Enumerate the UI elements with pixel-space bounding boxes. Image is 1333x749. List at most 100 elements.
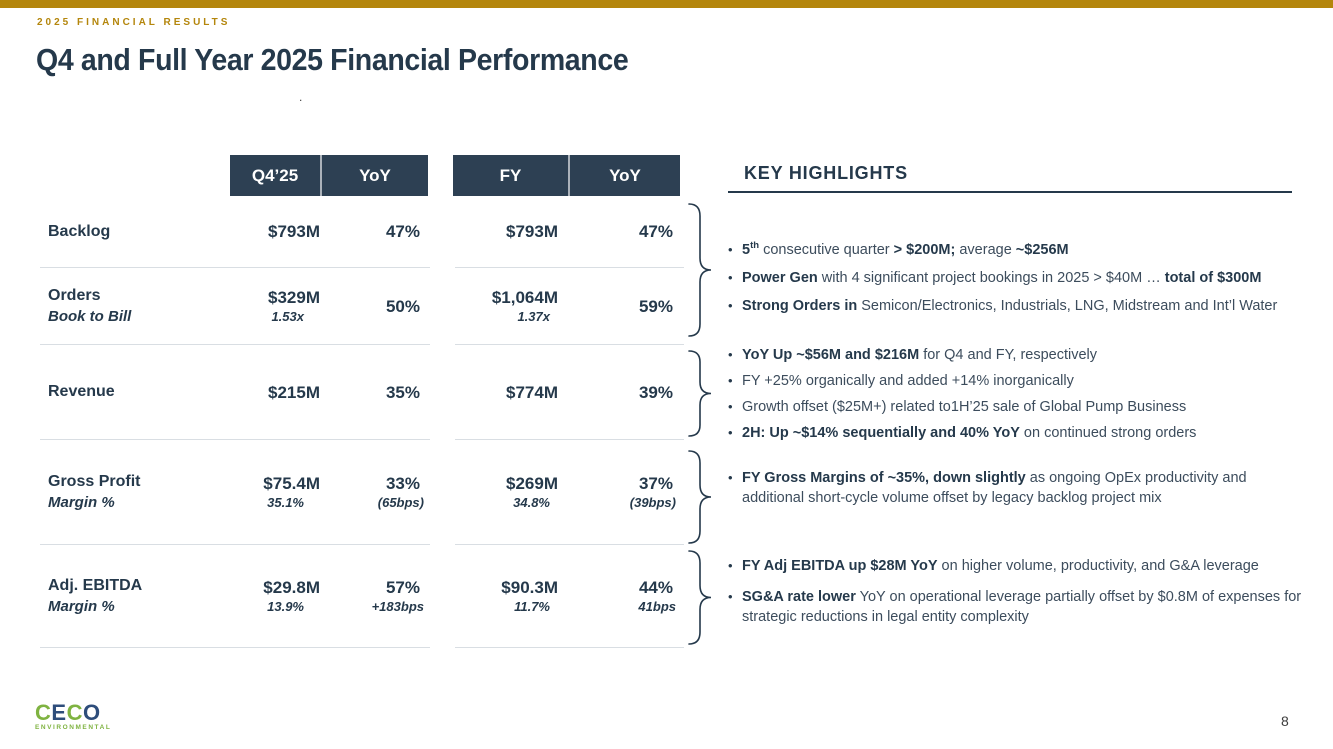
- q4-value-cell: $75.4M 35.1%: [230, 440, 320, 544]
- value-text: $793M: [268, 222, 320, 241]
- row-left-section: Orders Book to Bill $329M 1.53x 50%: [40, 268, 430, 345]
- subvalue-text: +183bps: [371, 599, 424, 614]
- ceco-logo: CECO ENVIRONMENTAL: [35, 701, 111, 731]
- value-text: $1,064M: [491, 288, 558, 307]
- header-fy-yoy: YoY: [568, 155, 680, 196]
- bullet-segment: FY Gross Margins of ~35%, down slightly: [742, 470, 1026, 486]
- fy-value-cell: $793M: [455, 196, 570, 267]
- q4-value-cell: $29.8M 13.9%: [230, 545, 320, 647]
- bullet-segment: Strong Orders in: [742, 298, 858, 314]
- table-column-gap: [430, 268, 455, 345]
- table-row: Adj. EBITDA Margin % $29.8M 13.9% 57% +183bps…: [40, 545, 684, 648]
- bullet-segment: YoY Up ~$56M and $216M: [742, 347, 920, 363]
- highlight-group-2: • YoY Up ~$56M and $216M for Q4 and FY, r…: [728, 345, 1328, 449]
- row-right-section: $774M 39%: [455, 345, 684, 440]
- logo-letter: O: [82, 700, 101, 725]
- header-spacer: [40, 155, 230, 196]
- bullet-segment: FY +25% organically and added +14% inorg…: [742, 373, 1074, 389]
- table-column-gap: [430, 440, 455, 545]
- bullet-text: Power Gen with 4 significant project boo…: [742, 268, 1261, 288]
- header-gap: [428, 155, 453, 196]
- bullet-dot-icon: •: [728, 589, 733, 604]
- table-row: Gross Profit Margin % $75.4M 35.1% 33% (65bps…: [40, 440, 684, 545]
- table-column-gap: [430, 196, 455, 268]
- bullet-dot-icon: •: [728, 399, 733, 414]
- row-left-section: Revenue $215M 35%: [40, 345, 430, 440]
- subvalue-text: 34.8%: [513, 495, 550, 510]
- bullet-segment: Growth offset ($25M+) related to1H’25 sa…: [742, 399, 1187, 415]
- bullet-segment: consecutive quarter: [759, 242, 894, 258]
- bullet-text: FY Gross Margins of ~35%, down slightly …: [742, 468, 1303, 508]
- value-text: 33%: [385, 474, 420, 493]
- highlight-group-1: • 5th consecutive quarter > $200M; averag…: [728, 240, 1328, 324]
- metric-label: Orders: [48, 287, 101, 304]
- highlight-bullet: • SG&A rate lower YoY on operational leve…: [728, 587, 1303, 627]
- highlight-bullet: • Strong Orders in Semicon/Electronics, I…: [728, 296, 1328, 316]
- metric-sublabel: Book to Bill: [48, 308, 132, 325]
- bullet-segment: SG&A rate lower: [742, 589, 856, 605]
- bullet-text: SG&A rate lower YoY on operational lever…: [742, 587, 1303, 627]
- metric-label-cell: Backlog: [40, 196, 230, 267]
- bullet-text: 5th consecutive quarter > $200M; average…: [742, 240, 1069, 260]
- highlight-bullet: • FY +25% organically and added +14% inor…: [728, 371, 1328, 391]
- metric-label: Gross Profit: [48, 473, 141, 490]
- subvalue-text: 11.7%: [514, 599, 550, 614]
- value-text: 39%: [638, 382, 673, 402]
- bullet-segment: Power Gen: [742, 270, 818, 286]
- q4-yoy-cell: 57% +183bps: [320, 545, 430, 647]
- metric-label: Backlog: [48, 222, 111, 240]
- page-number: 8: [1281, 713, 1289, 729]
- highlight-bullet: • YoY Up ~$56M and $216M for Q4 and FY, r…: [728, 345, 1328, 365]
- stray-period-mark: .: [299, 90, 303, 104]
- q4-header-block: Q4’25 YoY: [230, 155, 428, 196]
- metric-label-cell: Gross Profit Margin %: [40, 440, 230, 544]
- key-highlights-underline: [728, 191, 1292, 193]
- fy-value-cell: $1,064M 1.37x: [455, 268, 570, 344]
- header-q4: Q4’25: [251, 165, 299, 185]
- table-row: Orders Book to Bill $329M 1.53x 50% $1,064M 1.…: [40, 268, 684, 345]
- header-fy: FY: [499, 165, 522, 185]
- bullet-dot-icon: •: [728, 373, 733, 388]
- metric-label-cell: Revenue: [40, 345, 230, 439]
- fy-value-cell: $774M: [455, 345, 570, 439]
- value-text: 44%: [638, 578, 673, 597]
- bullet-segment: total of $300M: [1164, 270, 1262, 286]
- bullet-dot-icon: •: [728, 470, 733, 485]
- value-text: $793M: [506, 222, 558, 241]
- row-right-section: $793M 47%: [455, 196, 684, 268]
- bullet-segment: FY Adj EBITDA up $28M YoY: [742, 558, 938, 574]
- value-text: 50%: [385, 296, 420, 316]
- value-text: $774M: [506, 382, 558, 402]
- highlight-bullet: • FY Adj EBITDA up $28M YoY on higher vol…: [728, 556, 1303, 576]
- bullet-dot-icon: •: [728, 425, 733, 440]
- fy-yoy-cell: 44% 41bps: [570, 545, 684, 647]
- fy-yoy-cell: 39%: [570, 345, 684, 439]
- row-left-section: Backlog $793M 47%: [40, 196, 430, 268]
- bullet-segment: Semicon/Electronics, Industrials, LNG, M…: [857, 298, 1278, 314]
- key-highlights-heading: KEY HIGHLIGHTS: [744, 163, 908, 183]
- value-text: 47%: [385, 222, 420, 241]
- bullet-segment: ~$256M: [1015, 242, 1069, 258]
- page-title: Q4 and Full Year 2025 Financial Performa…: [36, 42, 629, 77]
- logo-letter: E: [51, 700, 67, 725]
- brace-icon: [688, 550, 712, 645]
- bullet-text: YoY Up ~$56M and $216M for Q4 and FY, re…: [742, 345, 1097, 365]
- subvalue-text: (65bps): [377, 495, 424, 510]
- highlight-bullet: • FY Gross Margins of ~35%, down slightly…: [728, 468, 1303, 508]
- table-column-gap: [430, 545, 455, 648]
- q4-value-cell: $793M: [230, 196, 320, 267]
- subvalue-text: 1.53x: [271, 309, 304, 324]
- table-row: Backlog $793M 47% $793M 47%: [40, 196, 684, 268]
- highlight-bullet: • Power Gen with 4 significant project bo…: [728, 268, 1328, 288]
- bullet-segment: th: [750, 240, 760, 252]
- bullet-text: Growth offset ($25M+) related to1H’25 sa…: [742, 397, 1186, 417]
- metric-label-cell: Adj. EBITDA Margin %: [40, 545, 230, 647]
- fy-value-cell: $90.3M 11.7%: [455, 545, 570, 647]
- header-q4-yoy: YoY: [320, 155, 428, 196]
- value-text: $75.4M: [263, 474, 320, 493]
- bullet-dot-icon: •: [728, 270, 733, 285]
- brace-icon: [688, 350, 712, 437]
- q4-value-cell: $329M 1.53x: [230, 268, 320, 344]
- ceco-logo-wordmark: CECO: [35, 701, 111, 724]
- q4-yoy-cell: 50%: [320, 268, 430, 344]
